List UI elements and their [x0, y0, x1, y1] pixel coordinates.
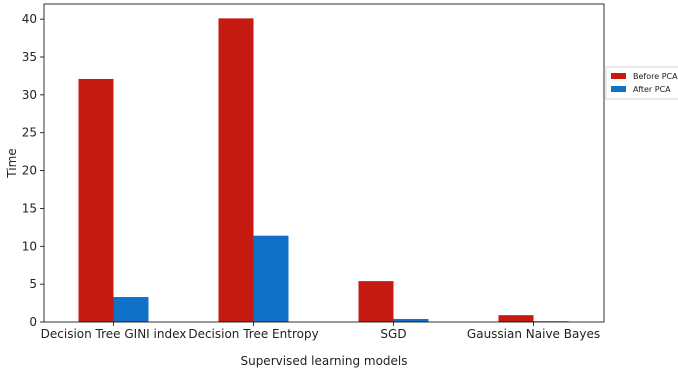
plot-frame [43, 3, 605, 323]
bar-before-pca-sgd [358, 281, 394, 322]
x-tick-label-decision-tree-gini-index: Decision Tree GINI index [41, 327, 187, 341]
legend-label-after-pca: After PCA [633, 85, 671, 94]
x-axis: Decision Tree GINI index Decision Tree En… [41, 322, 600, 341]
y-tick-label: 20 [22, 164, 37, 178]
bars-layer [78, 18, 569, 323]
x-tick-label-gaussian-naive-bayes: Gaussian Naive Bayes [467, 327, 600, 341]
legend: Before PCA After PCA [605, 66, 678, 100]
bar-after-pca-decision-tree-entropy [253, 235, 289, 322]
y-axis: 0 5 10 15 20 25 30 35 40 [22, 12, 44, 329]
legend-swatch-before-pca [611, 73, 626, 79]
bar-before-pca-decision-tree-gini-index [78, 78, 114, 322]
y-tick-label: 25 [22, 126, 37, 140]
y-tick-label: 0 [29, 315, 37, 329]
bar-before-pca-decision-tree-entropy [218, 18, 254, 323]
x-tick-label-decision-tree-entropy: Decision Tree Entropy [188, 327, 318, 341]
bar-after-pca-sgd [393, 318, 429, 322]
x-axis-title: Supervised learning models [240, 354, 407, 368]
legend-label-before-pca: Before PCA [633, 72, 678, 81]
y-tick-label: 10 [22, 239, 37, 253]
bar-before-pca-gaussian-naive-bayes [498, 315, 534, 322]
bar-after-pca-decision-tree-gini-index [113, 297, 149, 322]
y-axis-title: Time [5, 148, 19, 178]
y-tick-label: 30 [22, 88, 37, 102]
legend-box [605, 66, 678, 100]
y-tick-label: 15 [22, 201, 37, 215]
legend-swatch-after-pca [611, 86, 626, 92]
x-tick-label-sgd: SGD [380, 327, 406, 341]
y-tick-label: 40 [22, 12, 37, 26]
y-tick-label: 35 [22, 50, 37, 64]
y-tick-label: 5 [29, 277, 37, 291]
